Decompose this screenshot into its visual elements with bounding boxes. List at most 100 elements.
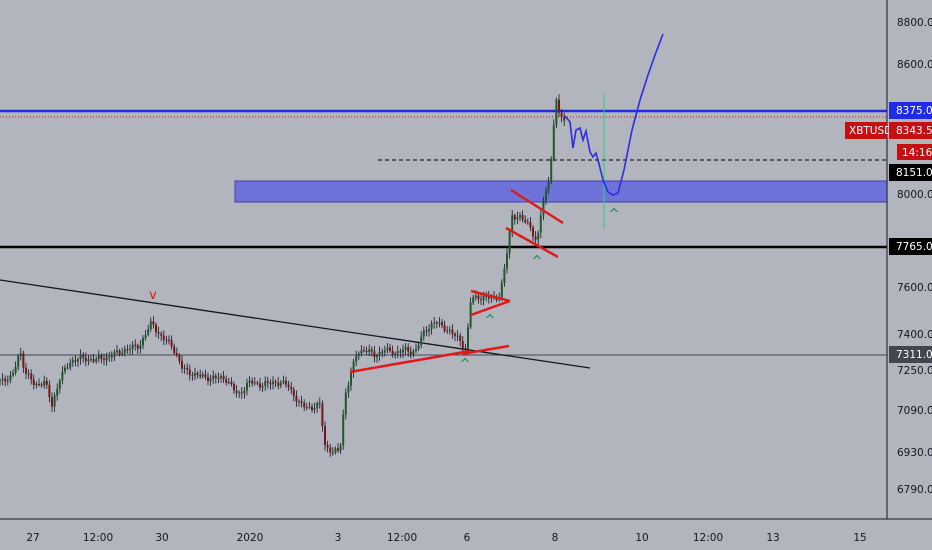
candle-body [162, 335, 165, 340]
candle-body [552, 124, 555, 159]
candle-body [30, 373, 33, 380]
candle-body [324, 426, 326, 446]
candle-body [0, 380, 1, 381]
candle-body [90, 359, 92, 361]
marker-caret-2: ^ [485, 313, 496, 328]
time-label-13: 13 [766, 532, 779, 544]
candle-body [469, 302, 472, 328]
price-tick-6930: 6930.0 [897, 447, 932, 459]
candle-body [344, 392, 347, 415]
time-label-1200-a: 12:00 [83, 532, 113, 544]
time-label-30: 30 [155, 532, 168, 544]
candle-body [542, 200, 545, 216]
candle-body [360, 350, 363, 354]
candle-body [295, 396, 298, 402]
candle-body [269, 382, 272, 385]
candle-body [168, 339, 170, 341]
projection-path[interactable] [564, 33, 664, 196]
pattern-lines [349, 188, 564, 374]
candle-body [545, 190, 547, 201]
candle-body [539, 215, 542, 233]
candle-body [201, 374, 204, 377]
candle-body [386, 347, 389, 351]
level-label-7311-bg [889, 346, 932, 363]
candle-body [74, 360, 77, 362]
candle-body [339, 445, 342, 451]
time-label-15: 15 [853, 532, 866, 544]
candle-body [207, 376, 209, 382]
level-label-7765-bg [889, 238, 932, 255]
descending-trendline[interactable] [0, 279, 591, 369]
candle-body [290, 387, 293, 390]
candle-body [441, 322, 443, 326]
candle-body [555, 99, 558, 125]
candle-body [422, 330, 425, 337]
time-axis[interactable]: 27 12:00 30 2020 3 12:00 6 8 10 12:00 13… [0, 518, 932, 550]
pennant-lower-line[interactable] [470, 299, 511, 317]
candle-body [352, 361, 355, 373]
candle-body [409, 351, 412, 355]
candle-body [246, 383, 248, 391]
candle-body [199, 374, 202, 377]
pattern-markers: v ^ ^ ^ ^ [149, 207, 619, 372]
candle-body [363, 350, 365, 352]
candle-body [240, 392, 243, 394]
last-price-label-bg [889, 122, 932, 139]
candle-body [313, 408, 316, 411]
candle-body [103, 358, 105, 361]
triangle-lower-line[interactable] [461, 344, 510, 356]
candle-body [139, 345, 142, 349]
price-axis[interactable]: 8800.0 8600.0 8000.0 7600.0 7400.0 7250.… [845, 0, 932, 519]
level-label-8375: 8375.0 [896, 105, 932, 117]
candle-body [209, 378, 212, 382]
demand-zone-rectangle[interactable] [234, 180, 888, 203]
candle-body [6, 380, 9, 382]
candle-body [225, 379, 228, 383]
candle-body [550, 158, 553, 182]
candle-body [480, 299, 482, 301]
candle-body [477, 295, 480, 300]
candle-body [82, 354, 85, 358]
candle-body [235, 390, 238, 393]
candle-body [487, 295, 490, 299]
candle-body [66, 367, 69, 369]
candle-body [407, 347, 410, 352]
candle-body [485, 295, 488, 297]
candle-body [61, 371, 64, 381]
symbol-badge: XBTUSD [849, 125, 892, 137]
candle-body [196, 373, 199, 375]
candle-body [188, 369, 191, 376]
candle-body [516, 217, 519, 220]
candle-body [305, 407, 308, 409]
candle-body [142, 337, 144, 346]
candle-body [264, 381, 267, 386]
time-label-2020: 2020 [237, 532, 264, 544]
candle-body [446, 330, 449, 332]
candle-body [365, 351, 368, 353]
candle-body [43, 380, 46, 386]
candle-body [69, 362, 72, 368]
candle-body [110, 356, 113, 358]
candle-body [277, 382, 280, 386]
level-label-7765: 7765.0 [896, 241, 932, 253]
candle-body [274, 381, 277, 383]
candle-body [38, 383, 40, 385]
candle-body [253, 382, 256, 384]
candle-body [87, 359, 90, 362]
price-tick-7600: 7600.0 [897, 282, 932, 294]
pennant-upper-line[interactable] [470, 289, 511, 303]
candle-body [160, 333, 163, 336]
candle-body [183, 367, 186, 369]
candle-body [547, 181, 550, 191]
candle-body [71, 360, 74, 363]
candle-body [563, 117, 566, 121]
level-label-8151: 8151.0 [896, 167, 932, 179]
flag-lower-line[interactable] [505, 226, 559, 259]
time-label-3: 3 [335, 532, 342, 544]
candle-body [214, 375, 217, 379]
flag-upper-line[interactable] [510, 188, 564, 225]
candle-body [443, 325, 446, 332]
candle-body [126, 349, 129, 351]
triangle-upper-line[interactable] [349, 349, 471, 374]
